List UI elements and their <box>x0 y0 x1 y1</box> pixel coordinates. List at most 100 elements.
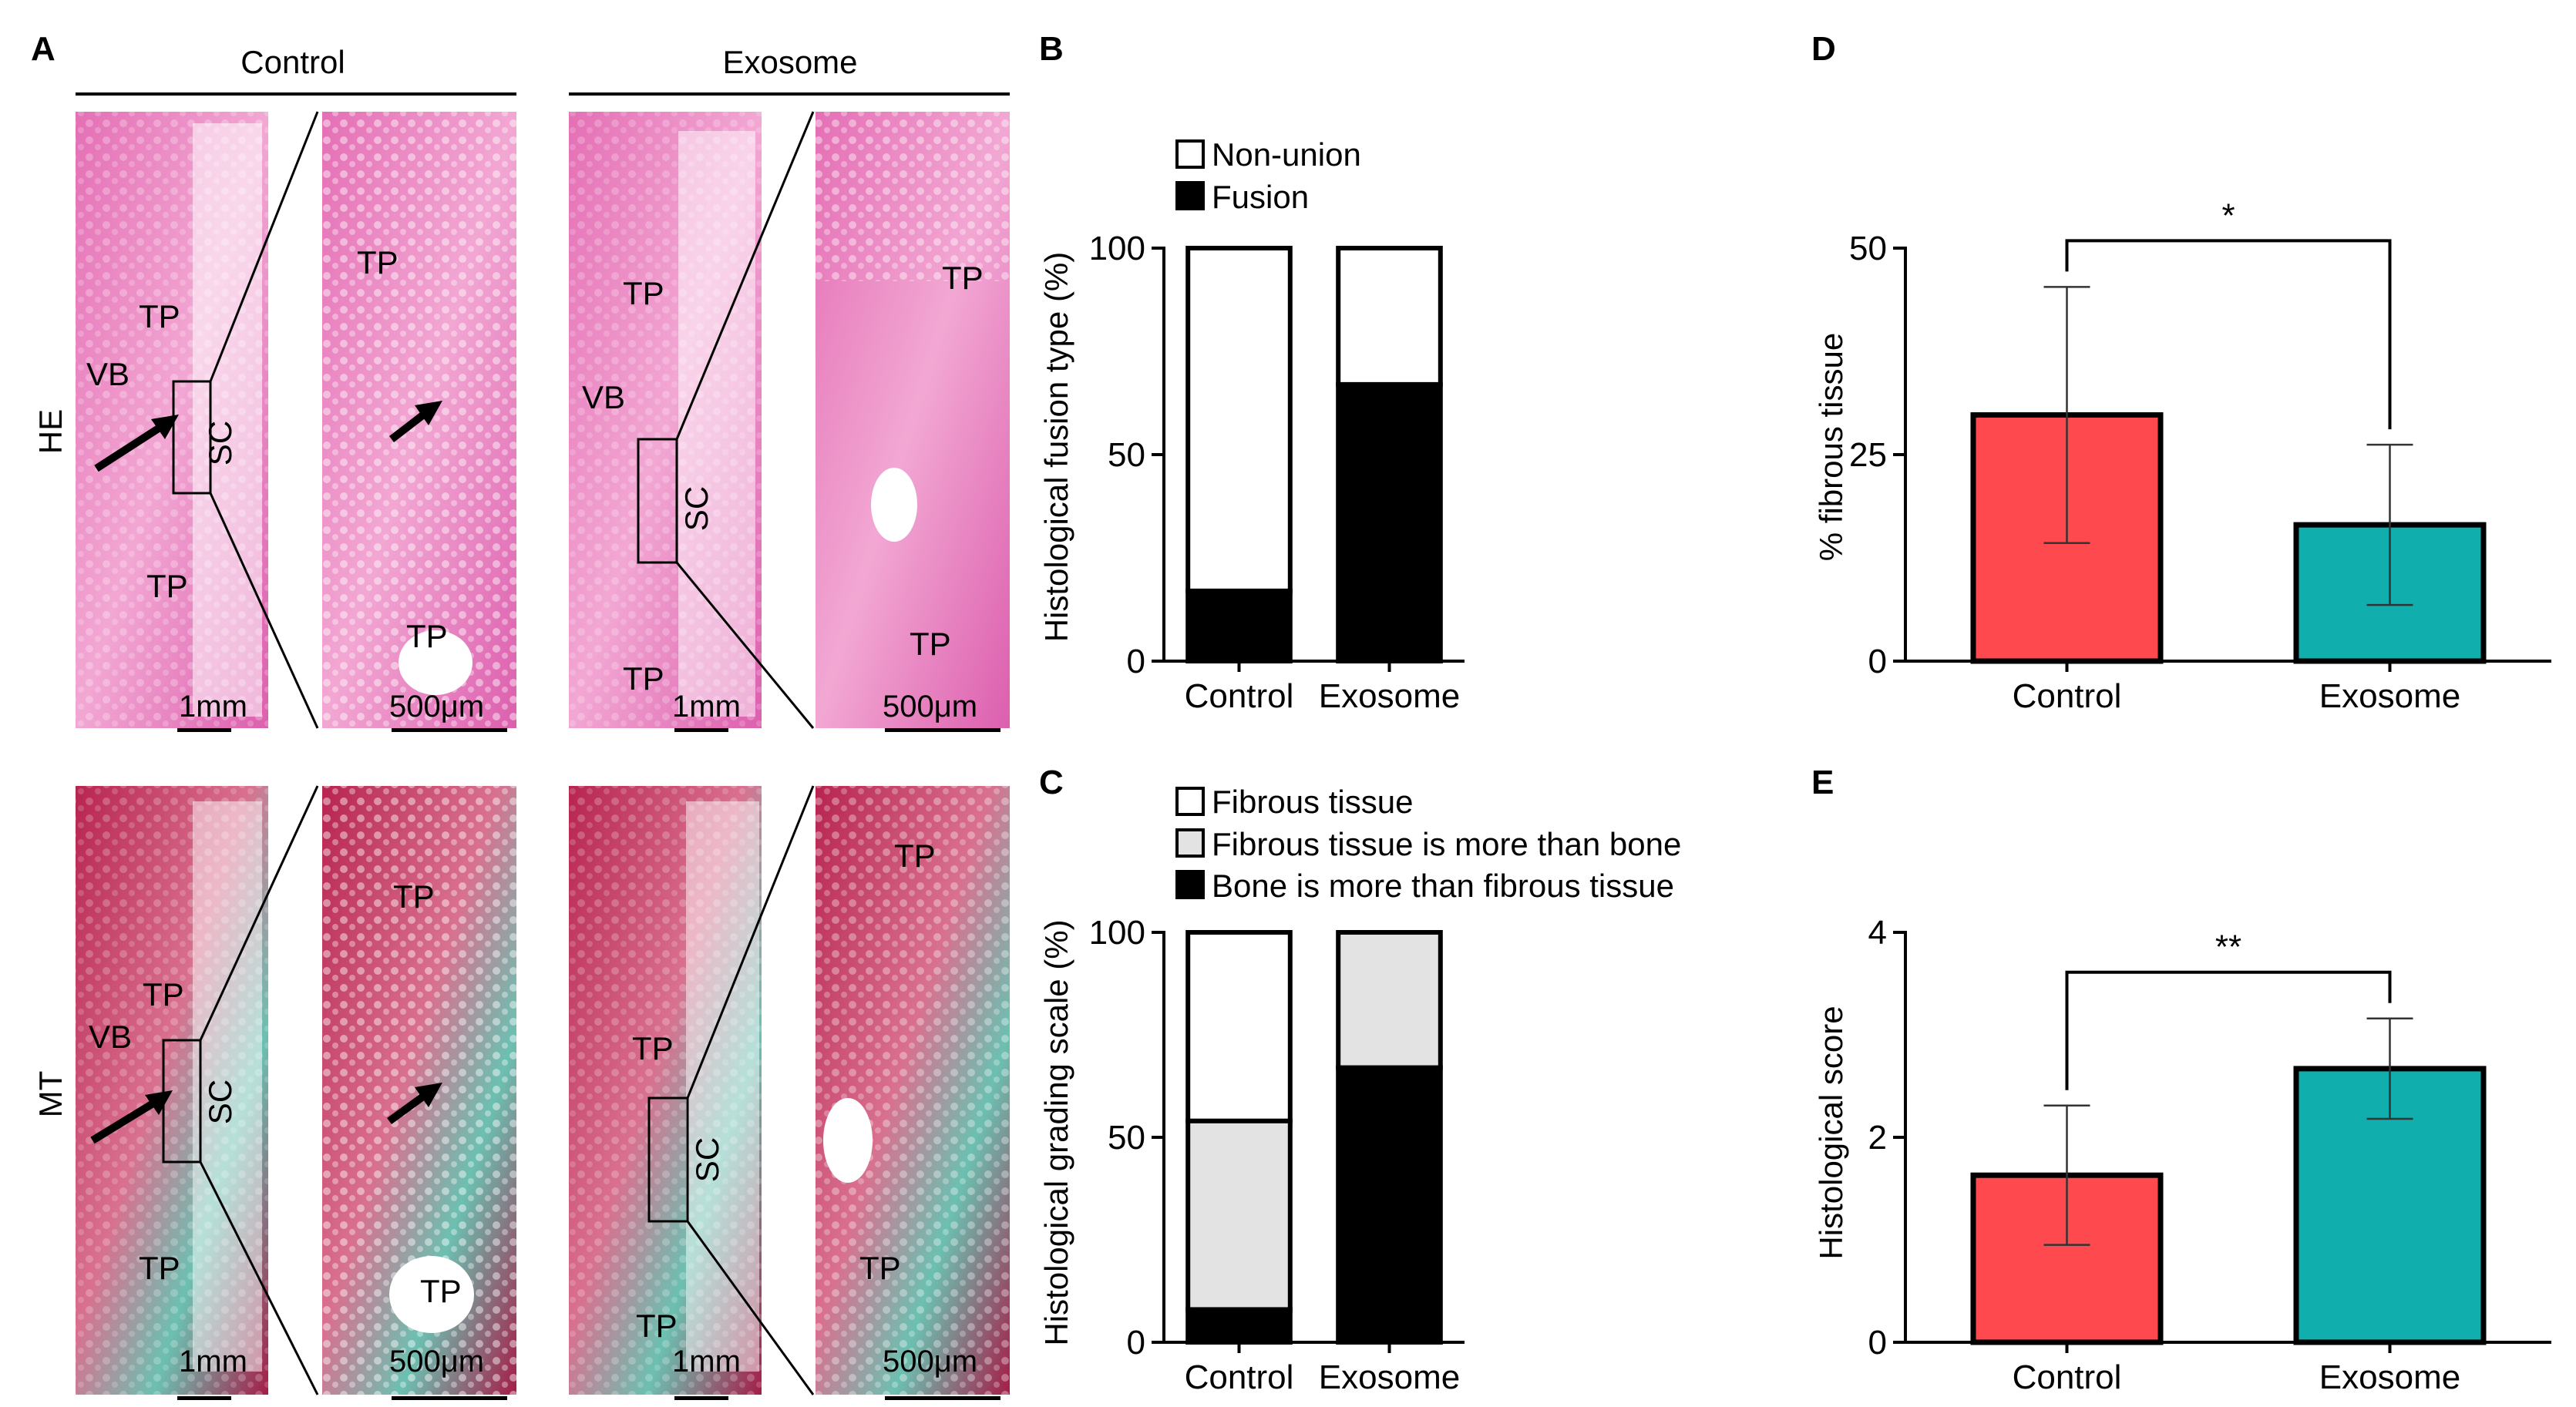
plot-e: 0 2 4 Control Exosome ** <box>1868 914 2551 1396</box>
y-tick-label: 2 <box>1868 1119 1887 1157</box>
y-tick-label: 0 <box>1127 1324 1145 1362</box>
he-exosome-scale: 1mm <box>672 690 741 724</box>
mt-control-vb: VB <box>89 1019 132 1055</box>
y-tick-label: 4 <box>1868 914 1887 952</box>
mt-control-tp-lower: TP <box>139 1250 180 1286</box>
x-tick-label: Exosome <box>1319 1358 1460 1396</box>
chart-c: C Fibrous tissue Fibrous tissue is more … <box>1038 764 1681 1396</box>
legend-label-fusion: Fusion <box>1212 179 1309 215</box>
y-tick-label: 50 <box>1849 230 1887 267</box>
he-exosome-zoom-tp-lower: TP <box>910 626 951 662</box>
he-exosome-tp-lower: TP <box>623 660 664 697</box>
mt-control-tp-upper: TP <box>143 976 184 1012</box>
x-tick-label: Control <box>2013 677 2122 715</box>
mt-control-zoom: TP TP 500μm <box>322 786 516 1400</box>
he-control-zoom-scale: 500μm <box>389 690 484 724</box>
row-label-he: HE <box>32 409 69 454</box>
panel-label-a: A <box>31 30 55 68</box>
mt-exosome-tp-upper: TP <box>632 1030 674 1066</box>
he-control-zoom: TP TP 500μm <box>322 112 516 732</box>
y-axis-label-e: Histological score <box>1813 1006 1849 1259</box>
legend-label-bone-more: Bone is more than fibrous tissue <box>1212 868 1674 904</box>
x-tick-label: Control <box>1185 677 1294 715</box>
mt-control-sc: SC <box>202 1080 238 1124</box>
legend-label-fibrous-more: Fibrous tissue is more than bone <box>1212 826 1681 862</box>
y-axis-label-b: Histological fusion type (%) <box>1038 252 1074 643</box>
y-axis-label-d: % fibrous tissue <box>1813 333 1849 561</box>
x-tick-label: Control <box>1185 1358 1294 1396</box>
panel-label-c: C <box>1039 764 1064 801</box>
chart-d: D % fibrous tissue 0 25 50 Control Exosome * <box>1811 30 2551 715</box>
bar-segment <box>1336 930 1443 1070</box>
significance-marker: * <box>2221 196 2235 234</box>
he-control-zoom-tp-lower: TP <box>406 618 448 654</box>
chart-b: B Non-union Fusion Histological fusion t… <box>1038 30 1465 715</box>
he-control-vb: VB <box>86 356 129 392</box>
y-tick-label: 50 <box>1108 436 1145 474</box>
y-tick-label: 0 <box>1868 1324 1887 1362</box>
bar-segment <box>1185 1307 1293 1345</box>
he-control-tp-upper: TP <box>139 298 180 334</box>
mt-exosome-zoom-scale: 500μm <box>883 1345 977 1378</box>
mt-exosome-zoom-tp-lower: TP <box>859 1250 901 1286</box>
bar-segment <box>1185 246 1293 593</box>
panel-label-d: D <box>1811 30 1836 68</box>
he-exosome-zoom: TP TP 500μm <box>816 112 1010 732</box>
mt-control-overview: TP VB SC TP 1mm <box>76 786 268 1400</box>
legend-label-fibrous: Fibrous tissue <box>1212 784 1413 820</box>
he-control-sc: SC <box>202 421 238 465</box>
y-tick-label: 0 <box>1127 643 1145 680</box>
y-tick-label: 0 <box>1868 643 1887 680</box>
mt-control-scale: 1mm <box>179 1345 247 1378</box>
x-tick-label: Exosome <box>1319 677 1460 715</box>
panel-a: A Control Exosome HE MT TP VB SC TP 1mm <box>31 30 1010 1400</box>
plot-c: 0 50 100 Control Exosome <box>1089 914 1465 1396</box>
bar-segment <box>1185 1118 1293 1312</box>
legend-swatch-fibrous-more <box>1175 828 1205 858</box>
bar-segment <box>1336 246 1443 387</box>
row-label-mt: MT <box>32 1071 69 1118</box>
bar-segment <box>1185 588 1293 664</box>
bar-segment <box>1336 1065 1443 1345</box>
he-control-zoom-tp-upper: TP <box>357 244 399 280</box>
y-tick-label: 100 <box>1089 230 1145 267</box>
mt-exosome-scale: 1mm <box>672 1345 741 1378</box>
mt-control-zoom-scale: 500μm <box>389 1345 484 1378</box>
col-label-control: Control <box>240 44 345 80</box>
bar-segment <box>1336 381 1443 663</box>
panel-label-e: E <box>1811 764 1834 801</box>
y-tick-label: 50 <box>1108 1119 1145 1157</box>
legend-swatch-non-union <box>1175 139 1205 169</box>
legend-label-non-union: Non-union <box>1212 136 1361 173</box>
mt-exosome-zoom-tp-upper: TP <box>894 838 936 874</box>
legend-swatch-fibrous <box>1175 787 1205 816</box>
panel-label-b: B <box>1039 30 1064 68</box>
chart-e: E Histological score 0 2 4 Control Exosome ** <box>1811 764 2551 1396</box>
x-tick-label: Control <box>2013 1358 2122 1396</box>
mt-control-zoom-tp-upper: TP <box>393 878 435 915</box>
he-control-tp-lower: TP <box>146 568 188 604</box>
he-control-overview: TP VB SC TP 1mm <box>76 112 268 732</box>
significance-marker: ** <box>2215 928 2241 966</box>
y-tick-label: 100 <box>1089 914 1145 952</box>
legend-swatch-fusion <box>1175 181 1205 210</box>
bar-segment <box>1185 930 1293 1123</box>
y-tick-label: 25 <box>1849 436 1887 474</box>
he-exosome-vb: VB <box>582 379 625 415</box>
y-axis-label-c: Histological grading scale (%) <box>1038 919 1074 1345</box>
significance-bracket <box>2065 239 2392 430</box>
plot-d: 0 25 50 Control Exosome * <box>1849 196 2551 715</box>
mt-exosome-zoom: TP TP 500μm <box>816 786 1010 1400</box>
he-exosome-tp-upper: TP <box>623 275 664 311</box>
legend-swatch-bone-more <box>1175 870 1205 899</box>
mt-exosome-tp-lower: TP <box>636 1308 678 1344</box>
mt-exosome-overview: TP SC TP 1mm <box>569 786 762 1400</box>
he-control-scale: 1mm <box>179 690 247 724</box>
he-exosome-overview: TP VB SC TP 1mm <box>569 112 762 732</box>
x-tick-label: Exosome <box>2319 677 2460 715</box>
plot-b: 0 50 100 Control Exosome <box>1089 230 1465 715</box>
x-tick-label: Exosome <box>2319 1358 2460 1396</box>
mt-control-zoom-tp-lower: TP <box>420 1273 462 1309</box>
he-exosome-zoom-tp-upper: TP <box>942 260 984 296</box>
